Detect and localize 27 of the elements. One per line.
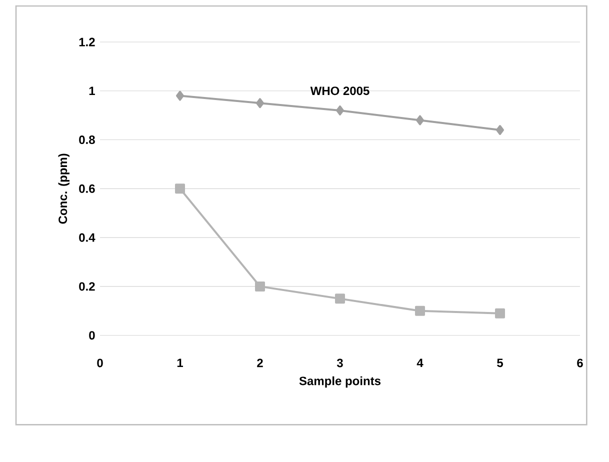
x-tick-label: 6	[577, 358, 583, 368]
x-axis-title: Sample points	[299, 376, 381, 388]
series-label: WHO 2005	[310, 86, 370, 96]
point	[416, 115, 424, 126]
x-tick-label: 4	[416, 358, 424, 367]
y-tick-label: 0	[89, 331, 95, 340]
y-tick-label: 1.2	[79, 38, 95, 46]
y-tick-label: 0.6	[79, 184, 95, 193]
x-tick-label: 5	[497, 358, 503, 368]
point	[255, 281, 266, 292]
x-tick-label: 2	[257, 358, 263, 368]
y-tick-label: 1	[89, 86, 95, 96]
point	[496, 125, 504, 136]
x-tick-label: 1	[177, 358, 184, 367]
y-tick-label: 0.2	[79, 282, 95, 291]
x-tick-label: 3	[336, 358, 343, 368]
point	[415, 306, 425, 316]
y-tick-label: 0.4	[79, 233, 96, 242]
point	[176, 90, 184, 101]
y-tick-label: 0.8	[79, 136, 95, 144]
y-axis-title: Conc. (ppm)	[58, 154, 70, 224]
x-tick-label: 0	[97, 358, 103, 368]
point	[335, 294, 345, 304]
point	[336, 105, 344, 116]
point	[256, 98, 264, 108]
point	[495, 308, 505, 318]
point	[175, 184, 186, 194]
